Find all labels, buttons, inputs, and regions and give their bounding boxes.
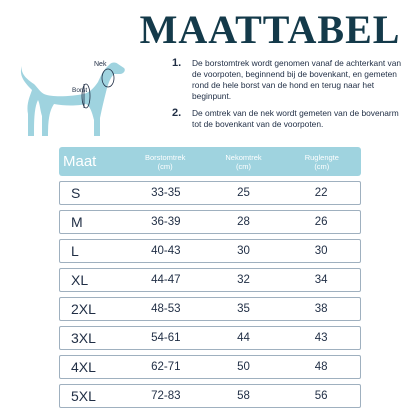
back-cell: 26 [314,216,328,228]
chest-cell: 33-35 [151,187,181,199]
neck-cell: 28 [237,216,250,228]
table-row: M 36-39 28 26 [59,210,361,234]
step-number: 2. [172,107,182,119]
table-row: 3XL 54-61 44 43 [59,326,361,350]
size-cell: S [71,185,81,201]
table-header: Maat Borstomtrek (cm) Nekomtrek (cm) Rug… [59,147,361,176]
instruction-step: 2. De omtrek van de nek wordt gemeten va… [172,108,408,130]
chest-cell: 62-71 [151,361,181,373]
table-row: 5XL 72-83 58 56 [59,384,361,408]
header-size: Maat [63,153,97,170]
size-cell: L [71,243,79,259]
neck-cell: 25 [237,187,250,199]
table-row: S 33-35 25 22 [59,181,361,205]
neck-cell: 44 [237,332,250,344]
neck-label: Nek [94,61,107,68]
table-row: 2XL 48-53 35 38 [59,297,361,321]
instruction-step: 1. De borstomtrek wordt genomen vanaf de… [172,58,408,102]
size-cell: 4XL [71,359,96,375]
size-cell: 5XL [71,388,96,404]
chest-label: Borst [72,87,87,94]
step-text: De omtrek van de nek wordt gemeten van d… [192,108,399,129]
table-row: XL 44-47 32 34 [59,268,361,292]
back-cell: 30 [314,245,328,257]
page-title: MAATTABEL [139,7,401,52]
back-cell: 56 [314,390,328,402]
chest-cell: 36-39 [151,216,181,228]
neck-cell: 30 [237,245,250,257]
chest-cell: 72-83 [151,390,181,402]
chest-cell: 54-61 [151,332,181,344]
step-text: De borstomtrek wordt genomen vanaf de ac… [192,58,402,101]
back-cell: 48 [314,361,328,373]
dog-silhouette-icon: Nek Borst [20,61,125,136]
measurement-instructions: 1. De borstomtrek wordt genomen vanaf de… [172,58,408,136]
chest-cell: 44-47 [151,274,181,286]
size-table: Maat Borstomtrek (cm) Nekomtrek (cm) Rug… [59,147,361,408]
size-cell: M [71,214,83,230]
size-cell: 3XL [71,330,96,346]
step-number: 1. [172,57,182,69]
neck-cell: 58 [237,390,250,402]
table-row: L 40-43 30 30 [59,239,361,263]
neck-cell: 35 [237,303,250,315]
size-cell: 2XL [71,301,96,317]
neck-cell: 50 [237,361,250,373]
size-cell: XL [71,272,89,288]
header-back: Ruglengte (cm) [304,152,339,171]
header-chest: Borstomtrek (cm) [144,152,186,171]
back-cell: 34 [314,274,328,286]
table-row: 4XL 62-71 50 48 [59,355,361,379]
chest-cell: 48-53 [151,303,181,315]
back-cell: 38 [314,303,328,315]
header-neck: Nekomtrek (cm) [225,152,262,171]
back-cell: 22 [314,187,328,199]
back-cell: 43 [314,332,328,344]
chest-cell: 40-43 [151,245,181,257]
neck-cell: 32 [237,274,250,286]
